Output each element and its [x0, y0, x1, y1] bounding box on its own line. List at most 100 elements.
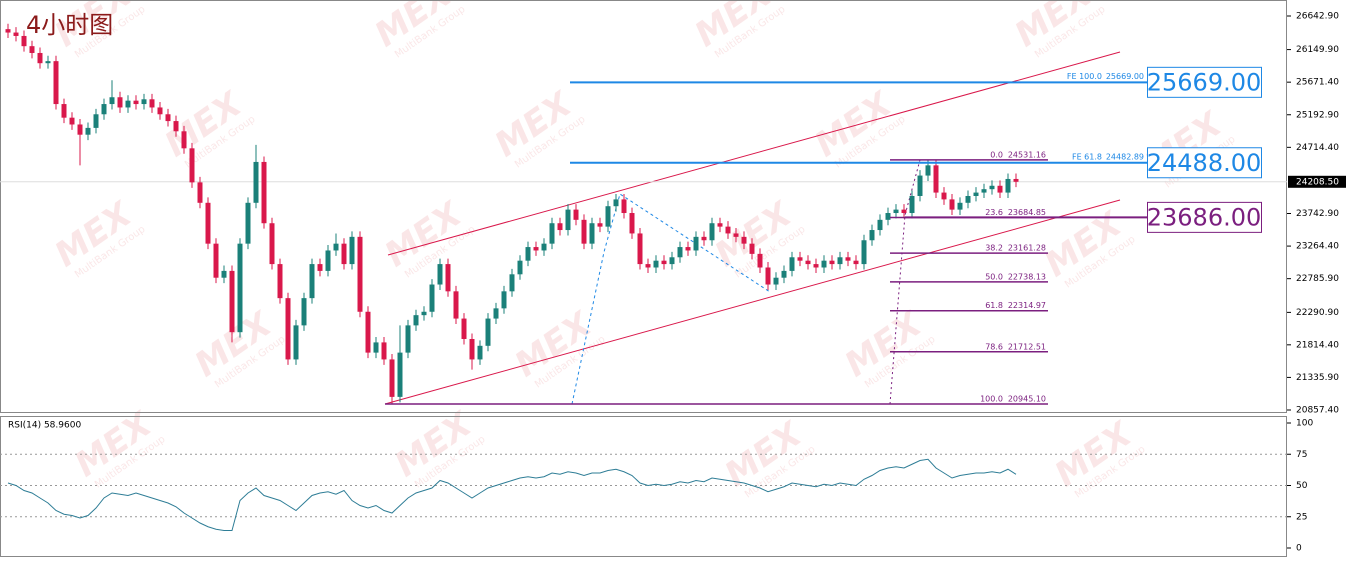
candle-body	[669, 257, 675, 265]
candle-body	[837, 257, 843, 265]
price-box-label: 23686.00	[1147, 203, 1262, 231]
candle-body	[765, 267, 771, 285]
fib-ratio: 38.2	[985, 244, 1003, 253]
candle-body	[381, 342, 387, 360]
candle-body	[485, 318, 491, 346]
candle-body	[861, 240, 867, 265]
y-tick-label: 50	[1296, 481, 1308, 491]
chart-title: 4小时图	[26, 11, 113, 39]
y-tick-label: 23742.90	[1296, 209, 1339, 219]
candle-body	[141, 99, 147, 105]
plot: 0.0 24531.16 23.6 23684.85 38.2 23161.28 50.0 2…	[0, 12, 1346, 554]
candle-body	[853, 260, 859, 265]
candle-body	[1013, 178, 1019, 182]
fib-ratio: 100.0	[980, 395, 1003, 404]
candle-body	[781, 270, 787, 278]
candle-body	[253, 161, 259, 203]
last-price-box	[1288, 175, 1346, 188]
candle-body	[565, 209, 571, 231]
candle-body	[517, 260, 523, 275]
candle-body	[77, 124, 83, 135]
candle-body	[653, 260, 659, 268]
candle-body	[493, 308, 499, 319]
candle-body	[901, 209, 907, 214]
candle-body	[333, 243, 339, 251]
candle-body	[13, 32, 19, 36]
price-box-label: 25669.00	[1147, 68, 1262, 96]
candle-body	[949, 199, 955, 210]
y-tick-label: 75	[1296, 450, 1307, 460]
candle-body	[245, 202, 251, 244]
fib-ratio: 23.6	[985, 208, 1003, 217]
candle-body	[941, 192, 947, 200]
channel-lower	[384, 199, 1121, 405]
candle-body	[221, 270, 227, 278]
candle-body	[637, 233, 643, 265]
candle-body	[589, 223, 595, 244]
candle-body	[205, 202, 211, 244]
candle-body	[29, 46, 35, 53]
candle-body	[893, 209, 899, 214]
candle-body	[85, 127, 91, 135]
rsi-line	[7, 458, 1017, 531]
candle-body	[685, 247, 691, 251]
candle-body	[845, 257, 851, 261]
candle-body	[973, 192, 979, 196]
candle-body	[301, 298, 307, 326]
candle-body	[421, 311, 427, 316]
candle-body	[125, 100, 131, 108]
candle-body	[749, 243, 755, 254]
candle-body	[645, 264, 651, 268]
candle-body	[437, 264, 443, 285]
y-tick-label: 22290.90	[1296, 308, 1339, 318]
candle-body	[69, 117, 75, 125]
candle-body	[997, 185, 1003, 193]
candle-body	[189, 148, 195, 183]
candle-body	[285, 298, 291, 360]
candle-body	[629, 213, 635, 234]
y-tick-label: 25192.90	[1296, 110, 1339, 120]
candle-body	[909, 195, 915, 214]
candle-body	[413, 315, 419, 326]
candle-body	[869, 230, 875, 241]
y-tick-label: 26642.90	[1296, 12, 1339, 22]
candle-body	[773, 277, 779, 285]
fib-price: 24531.16	[1008, 150, 1046, 159]
candle-body	[605, 206, 611, 227]
candle-body	[397, 352, 403, 397]
fe-price: 24482.89	[1106, 153, 1144, 162]
candle-body	[701, 236, 707, 241]
candle-body	[469, 338, 475, 360]
candle-body	[373, 342, 379, 353]
fib-ratio: 0.0	[990, 150, 1003, 159]
y-tick-label: 21814.40	[1296, 340, 1339, 350]
candle-body	[181, 131, 187, 149]
fib-price: 22738.13	[1008, 272, 1046, 281]
candle-body	[229, 270, 235, 333]
y-tick-label: 26149.90	[1296, 45, 1339, 55]
candle-body	[149, 99, 155, 108]
candle-body	[549, 223, 555, 244]
candle-body	[429, 284, 435, 312]
candle-body	[117, 97, 123, 108]
rsi-title: RSI(14) 58.9600	[8, 421, 81, 431]
candle-body	[741, 236, 747, 244]
candle-body	[933, 165, 939, 193]
candle-body	[821, 260, 827, 268]
candle-body	[525, 247, 531, 261]
fib-price: 23684.85	[1008, 208, 1046, 217]
candle-body	[877, 219, 883, 231]
candle-body	[989, 185, 995, 190]
candle-body	[213, 243, 219, 278]
y-tick-label: 100	[1296, 419, 1313, 429]
fib-price: 23161.28	[1008, 244, 1046, 253]
candle-body	[661, 260, 667, 265]
candle-body	[981, 189, 987, 193]
candle-body	[317, 264, 323, 271]
y-tick-label: 20857.40	[1296, 405, 1339, 415]
y-tick-label: 25671.40	[1296, 78, 1339, 88]
fe-price: 25669.00	[1106, 72, 1144, 81]
price-box	[1147, 201, 1262, 233]
y-tick-label: 24714.40	[1296, 143, 1339, 153]
candle-body	[965, 195, 971, 203]
